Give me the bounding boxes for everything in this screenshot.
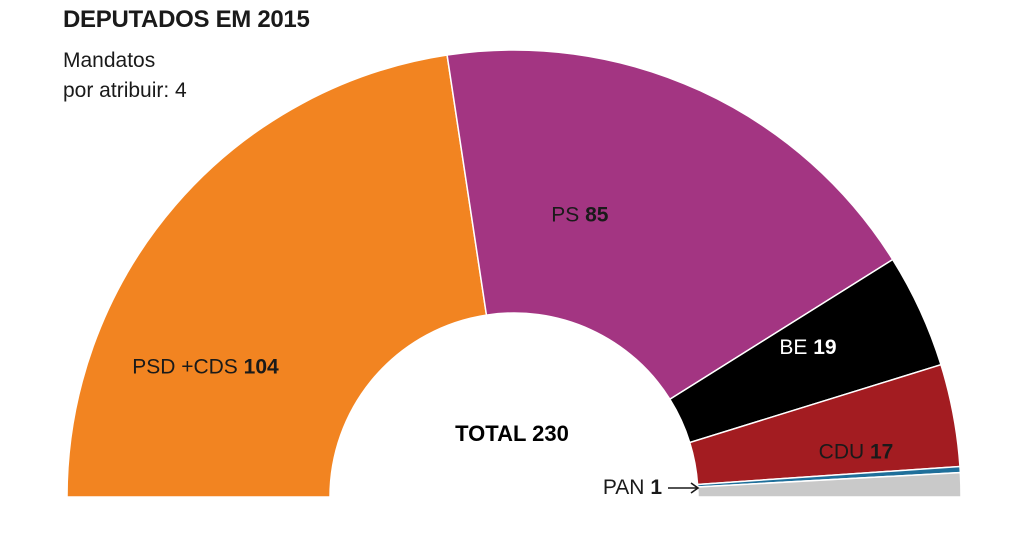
label-ps: PS 85 — [551, 204, 609, 227]
segment-psd-cds — [66, 54, 488, 498]
label-be: BE 19 — [779, 336, 836, 359]
label-psd-cds: PSD +CDS 104 — [132, 356, 279, 379]
segment-ps — [446, 49, 894, 401]
pan-arrow — [668, 482, 700, 494]
label-cdu: CDU 17 — [819, 441, 894, 464]
chart-segments — [66, 49, 962, 498]
total-label: TOTAL 230 — [455, 421, 569, 446]
chart-title: DEPUTADOS EM 2015 — [63, 6, 310, 33]
chart-labels: PSD +CDS 104 PS 85 BE 19 CDU 17 PAN 1 — [132, 204, 893, 499]
chart-note: Mandatos por atribuir: 4 — [63, 46, 187, 106]
note-line-1: Mandatos — [63, 49, 156, 72]
note-line-2: por atribuir: 4 — [63, 79, 187, 102]
label-pan: PAN 1 — [603, 476, 662, 499]
